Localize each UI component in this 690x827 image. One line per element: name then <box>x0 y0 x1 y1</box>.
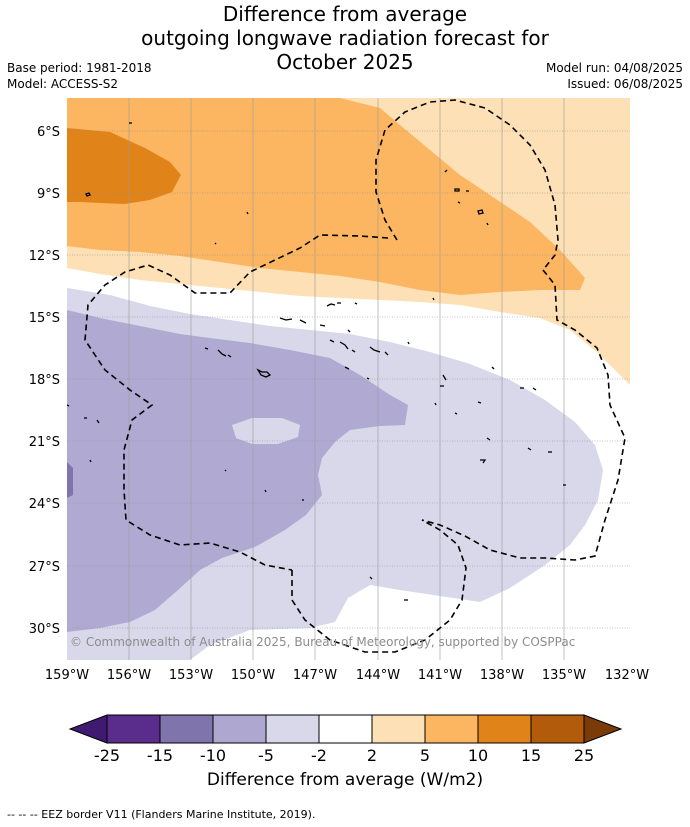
colorbar-segment <box>265 714 320 744</box>
lon-label: 138°W <box>480 668 524 683</box>
model-name: Model: ACCESS-S2 <box>7 77 119 91</box>
lon-label: 141°W <box>418 668 462 683</box>
lat-label: 12°S <box>29 249 60 264</box>
eez-border-cook-islands <box>84 234 389 571</box>
colorbar-segment <box>212 714 267 744</box>
colorbar-title: Difference from average (W/m2) <box>206 770 484 790</box>
title-line-3: October 2025 <box>276 50 414 74</box>
meridians <box>128 98 565 660</box>
colorbar-tick: -10 <box>200 746 226 765</box>
anomaly-band-minus10-to-minus15 <box>67 462 73 498</box>
colorbar-tick: 5 <box>420 746 430 765</box>
lat-label: 24°S <box>29 497 60 512</box>
model-run: Model run: 04/08/2025 <box>545 61 683 75</box>
lon-label: 147°W <box>293 668 337 683</box>
lat-label: 18°S <box>29 373 60 388</box>
lon-label: 132°W <box>605 668 649 683</box>
lon-label: 144°W <box>356 668 400 683</box>
lon-label: 153°W <box>169 668 213 683</box>
title-line-2: outgoing longwave radiation forecast for <box>141 26 549 50</box>
colorbar-tick: 10 <box>468 746 488 765</box>
colorbar-tick: -25 <box>94 746 120 765</box>
lat-label: 15°S <box>29 311 60 326</box>
colorbar-tick: 2 <box>367 746 377 765</box>
lat-label: 21°S <box>29 435 60 450</box>
lon-label: 156°W <box>107 668 151 683</box>
colorbar-extend-max <box>583 714 623 744</box>
map-area: © Commonwealth of Australia 2025, Bureau… <box>67 98 630 660</box>
base-period: Base period: 1981-2018 <box>7 61 152 75</box>
eez-border-french-polynesia <box>421 269 626 561</box>
colorbar-segment <box>477 714 532 744</box>
map-title: Difference from average outgoing longwav… <box>0 2 690 74</box>
colorbar-segment <box>106 714 161 744</box>
meta-right: Model run: 04/08/2025 Issued: 06/08/2025 <box>546 60 683 92</box>
colorbar-segment <box>530 714 585 744</box>
colorbar-segment <box>318 714 373 744</box>
eez-border-marquesas <box>375 99 559 271</box>
lon-label: 135°W <box>542 668 586 683</box>
colorbar-tick: 15 <box>521 746 541 765</box>
longitude-labels: 159°W 156°W 153°W 150°W 147°W 144°W 141°… <box>45 668 649 683</box>
anomaly-band-minus5-to-minus10 <box>67 310 408 632</box>
colorbar-tick: -2 <box>311 746 327 765</box>
lat-label: 27°S <box>29 560 60 575</box>
colorbar-tick: -15 <box>147 746 173 765</box>
latitude-labels: 6°S 9°S 12°S 15°S 18°S 21°S 24°S 27°S 30… <box>29 125 60 637</box>
eez-border-austral <box>291 519 467 653</box>
colorbar-extend-min <box>68 714 108 744</box>
title-line-1: Difference from average <box>222 2 468 26</box>
negative-anomaly-hole <box>232 418 300 444</box>
lat-label: 9°S <box>37 187 60 202</box>
colorbar-tick: -5 <box>258 746 274 765</box>
anomaly-band-5-to-10 <box>67 98 585 295</box>
lat-label: 6°S <box>37 125 60 140</box>
colorbar-tick: 25 <box>574 746 594 765</box>
eez-footnote: -- -- -- EEZ border V11 (Flanders Marine… <box>7 808 316 821</box>
anomaly-band-10-to-15 <box>67 128 181 204</box>
colorbar: -25 -15 -10 -5 -2 2 5 10 15 25 <box>68 714 623 765</box>
colorbar-segment <box>159 714 214 744</box>
issued-date: Issued: 06/08/2025 <box>567 77 683 91</box>
islands <box>67 122 566 601</box>
colorbar-segment <box>424 714 479 744</box>
meta-left: Base period: 1981-2018 Model: ACCESS-S2 <box>7 60 152 92</box>
colorbar-segment <box>371 714 426 744</box>
copyright-notice: © Commonwealth of Australia 2025, Bureau… <box>70 635 575 649</box>
lon-label: 159°W <box>45 668 89 683</box>
lon-label: 150°W <box>231 668 275 683</box>
lat-label: 30°S <box>29 622 60 637</box>
